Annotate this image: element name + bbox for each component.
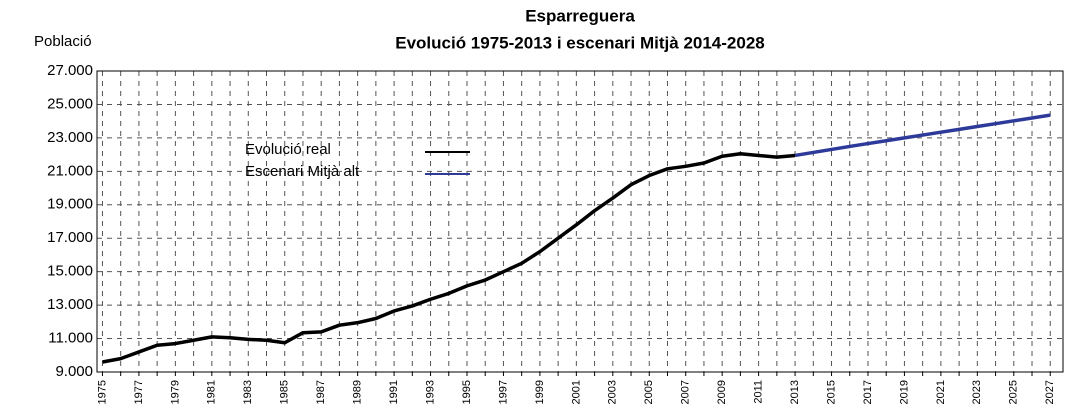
series-line — [794, 113, 1051, 158]
plot-frame — [96, 70, 1064, 373]
x-tick-label: 1993 — [424, 380, 436, 404]
x-tick-label: 1997 — [497, 380, 509, 404]
y-tick-label: 19.000 — [47, 196, 93, 213]
y-tick-label: 15.000 — [47, 263, 93, 280]
x-tick-label: 1989 — [352, 380, 364, 404]
y-tick-label: 17.000 — [47, 229, 93, 246]
x-tick-label: 1981 — [206, 380, 218, 404]
x-tick-label: 2015 — [825, 380, 837, 404]
x-tick-label: 2021 — [935, 380, 947, 404]
y-tick-label: 11.000 — [48, 330, 93, 347]
x-tick-label: 1999 — [534, 380, 546, 404]
x-tick-label: 2013 — [789, 380, 801, 404]
x-tick-label: 1977 — [133, 380, 145, 404]
x-tick-label: 2023 — [971, 380, 983, 404]
y-tick-label: 25.000 — [47, 95, 93, 112]
y-tick-label: 9.000 — [55, 363, 93, 380]
x-tick-label: 1979 — [169, 380, 181, 404]
x-tick-label: 1975 — [96, 380, 108, 404]
x-tick-label: 1987 — [315, 380, 327, 404]
x-tick-label: 2003 — [607, 380, 619, 404]
y-tick-label: 27.000 — [47, 62, 93, 79]
x-tick-label: 1995 — [461, 380, 473, 404]
x-tick-label: 2025 — [1008, 380, 1020, 404]
x-tick-label: 2009 — [716, 380, 728, 404]
y-axis-label: Població — [34, 33, 92, 50]
x-tick-label: 2007 — [680, 380, 692, 404]
x-tick-label: 2001 — [570, 380, 582, 404]
x-tick-label: 2027 — [1044, 380, 1056, 404]
series-line — [102, 152, 796, 364]
x-tick-label: 1985 — [279, 380, 291, 404]
legend-label: Evolució real — [245, 141, 331, 158]
x-tick-label: 2017 — [862, 380, 874, 404]
chart-subtitle: Evolució 1975-2013 i escenari Mitjà 2014… — [395, 33, 765, 52]
y-tick-label: 13.000 — [47, 296, 93, 313]
legend-label: Escenari Mitjà alt — [245, 163, 360, 180]
chart-title: Esparreguera — [525, 6, 635, 25]
y-tick-label: 21.000 — [47, 162, 93, 179]
x-tick-label: 2005 — [643, 380, 655, 404]
x-tick-label: 1991 — [388, 380, 400, 404]
x-tick-label: 1983 — [242, 380, 254, 404]
x-tick-label: 2011 — [753, 380, 765, 404]
y-tick-label: 23.000 — [47, 129, 93, 146]
x-tick-label: 2019 — [898, 380, 910, 404]
